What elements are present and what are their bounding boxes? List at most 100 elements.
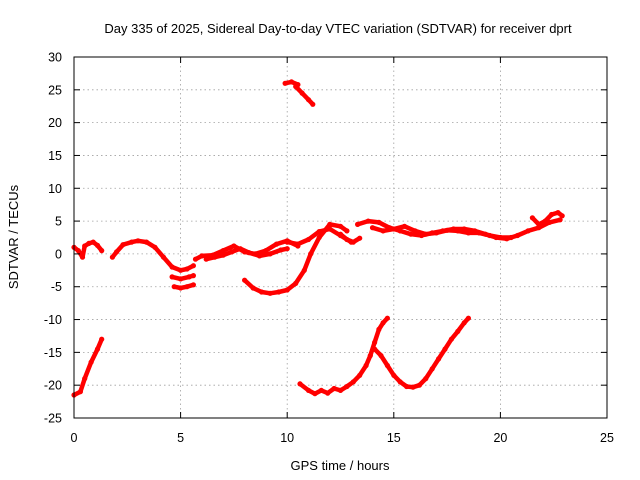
x-tick-label: 20 <box>493 431 507 445</box>
data-point <box>160 254 167 260</box>
points-seg-17 <box>372 315 471 390</box>
data-point <box>327 221 333 227</box>
data-point <box>357 235 363 241</box>
data-point <box>337 387 344 393</box>
data-point <box>365 218 371 224</box>
data-point <box>284 246 290 252</box>
data-point <box>129 239 135 245</box>
points-seg-3 <box>109 238 196 273</box>
data-point <box>186 274 192 280</box>
data-point <box>293 83 299 90</box>
data-point <box>376 219 382 225</box>
data-point <box>171 284 177 290</box>
data-point <box>357 372 363 378</box>
data-point <box>508 234 514 241</box>
data-point <box>312 391 318 397</box>
data-point <box>391 226 397 232</box>
data-point <box>344 383 350 390</box>
data-point <box>376 326 382 332</box>
y-tick-label: 25 <box>48 83 62 97</box>
points-seg-16 <box>297 315 390 397</box>
data-point <box>288 79 295 85</box>
data-point <box>384 362 390 369</box>
data-point <box>529 215 536 221</box>
ticks <box>73 56 608 419</box>
data-point <box>203 256 209 262</box>
x-axis-label: GPS time / hours <box>291 458 390 473</box>
data-point <box>372 346 378 352</box>
data-point <box>316 229 322 235</box>
y-tick-label: -25 <box>44 412 62 426</box>
data-point <box>367 353 373 359</box>
series-seg-10 <box>338 231 362 245</box>
x-tick-label: 0 <box>71 431 78 445</box>
plot-frame <box>73 56 608 419</box>
data-point <box>276 289 282 295</box>
data-point <box>143 239 150 245</box>
y-tick-label: 20 <box>48 116 62 130</box>
x-tick-label: 10 <box>280 431 294 445</box>
data-point <box>94 242 101 248</box>
data-point <box>90 239 96 245</box>
data-point <box>429 366 435 372</box>
data-point <box>350 239 356 245</box>
data-point <box>273 241 280 247</box>
x-tick-label: 5 <box>177 431 184 445</box>
data-point <box>75 248 81 254</box>
data-point <box>397 379 403 385</box>
data-point <box>384 315 390 321</box>
data-point <box>316 234 322 241</box>
data-point <box>169 274 175 280</box>
data-point <box>305 236 312 243</box>
points-seg-12 <box>369 223 514 241</box>
data-point <box>404 383 410 390</box>
data-point <box>380 320 386 326</box>
data-point <box>284 287 290 293</box>
data-point <box>410 384 416 390</box>
data-point <box>514 232 521 239</box>
data-point <box>433 230 439 236</box>
data-point <box>344 228 350 234</box>
data-point <box>169 264 175 270</box>
data-point <box>190 273 196 279</box>
data-point <box>263 248 269 254</box>
data-point <box>250 285 256 291</box>
y-tick-label: 0 <box>55 247 62 261</box>
data-point <box>192 256 199 262</box>
data-point <box>212 254 218 260</box>
data-point <box>487 232 493 239</box>
data-point <box>135 238 141 244</box>
data-point <box>525 228 531 234</box>
data-point <box>380 228 386 234</box>
data-point <box>461 320 467 326</box>
data-point <box>278 247 284 253</box>
data-point <box>259 289 265 295</box>
series-seg-15 <box>293 84 316 107</box>
x-tick-label: 25 <box>600 431 614 445</box>
data-point <box>542 218 548 224</box>
data-point <box>465 230 471 236</box>
data-point <box>184 266 190 272</box>
x-tick-labels: 0 5 10 15 20 25 <box>71 431 614 445</box>
points-seg-7 <box>203 246 290 262</box>
points-seg-1 <box>71 336 105 398</box>
data-point <box>178 285 184 291</box>
data-point <box>299 90 305 96</box>
y-tick-label: 15 <box>48 149 62 163</box>
data-point <box>199 253 205 259</box>
data-point <box>337 231 344 237</box>
data-point <box>536 221 542 227</box>
data-point <box>308 251 314 257</box>
data-point <box>231 243 237 249</box>
data-point <box>378 353 384 359</box>
data-point <box>331 385 337 392</box>
points-seg-10 <box>337 231 363 245</box>
data-point <box>82 376 88 382</box>
points-seg-15 <box>293 83 316 107</box>
data-point <box>455 328 461 334</box>
data-point <box>401 223 408 229</box>
points-seg-8 <box>242 221 350 296</box>
series-layer <box>71 79 565 398</box>
data-point <box>412 228 418 234</box>
